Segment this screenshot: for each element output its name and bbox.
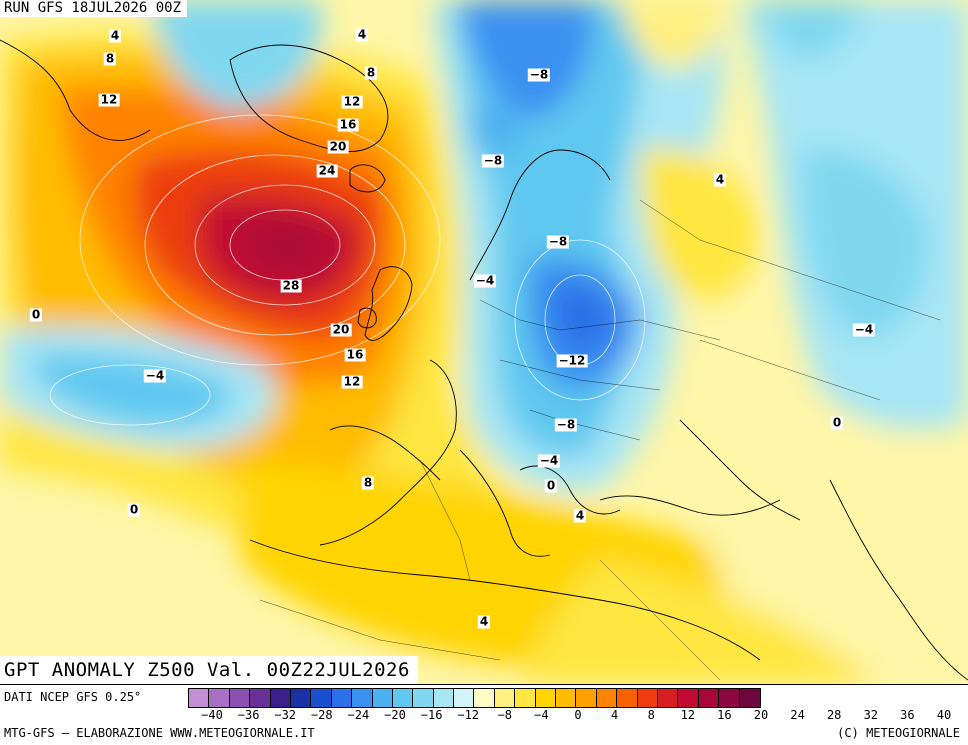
contour-label: −4 [473,273,497,288]
color-swatch [331,689,353,707]
scale-tick: 32 [863,708,879,722]
scale-tick: 4 [610,708,619,722]
scale-tick: −12 [457,708,480,722]
scale-tick: −28 [310,708,333,722]
map-canvas [0,0,968,684]
contour-label: 4 [573,508,587,523]
contour-label: 28 [280,278,302,293]
color-swatch [556,689,577,707]
coastlines [0,39,968,681]
contour-label: 12 [341,374,363,389]
data-source: DATI NCEP GFS 0.25° [4,690,142,704]
scale-tick: −20 [384,708,406,722]
contour-label: 4 [477,614,491,629]
color-swatch [229,689,251,707]
contour-label: −8 [554,417,578,432]
anomaly-map [0,0,968,684]
color-swatch [352,689,373,707]
contour-label: 12 [98,92,120,107]
contour-label: −12 [556,353,588,368]
contour-label: 0 [544,478,558,493]
scale-tick: 40 [936,708,952,722]
contour-label: 8 [103,51,117,66]
color-swatch [637,689,658,707]
contour-label: 20 [327,139,349,154]
contour-label: 16 [344,347,366,362]
color-swatch [698,689,720,707]
contour-label: −8 [527,67,551,82]
scale-tick: 20 [753,708,769,722]
color-scale [188,688,761,708]
color-swatch [739,689,760,707]
contour-label: −8 [546,234,570,249]
contour-label: 4 [108,28,122,43]
contour-label: 12 [341,94,363,109]
scale-tick: 0 [574,708,582,722]
contour-label: 20 [330,322,352,337]
color-swatch [454,689,475,707]
color-swatch [494,689,516,707]
scale-tick: −8 [497,708,513,722]
color-swatch [413,689,434,707]
contour-label: 4 [355,27,369,42]
scale-tick: −4 [534,708,549,722]
contour-label: 0 [127,502,141,517]
color-swatch [515,689,536,707]
color-swatch [576,689,597,707]
scale-tick: −36 [237,708,260,722]
scale-tick: 24 [790,708,805,722]
color-swatch [657,689,679,707]
contour-label: 8 [361,475,375,490]
contour-label: 4 [713,172,727,187]
contour-label: 0 [830,415,844,430]
color-swatch [433,689,455,707]
scale-tick: 8 [647,708,655,722]
copyright: (C) METEOGIORNALE [837,726,960,740]
color-scale-ticks: −40 −36 −32 −28 −24 −20 −16 −12 −8 −4 0 4 8 12 16 20 24 2… [188,708,968,724]
contour-label: 16 [337,117,359,132]
credit-line: MTG-GFS – ELABORAZIONE WWW.METEOGIORNALE… [4,726,315,740]
color-swatch [311,689,332,707]
contour-label: 24 [316,163,338,178]
contour-lines [49,114,646,426]
color-swatch [678,689,699,707]
color-swatch [596,689,618,707]
contour-label: −4 [852,322,876,337]
color-swatch [535,689,557,707]
color-swatch [270,689,291,707]
color-swatch [474,689,495,707]
scale-tick: −32 [274,708,297,722]
color-swatch [372,689,393,707]
color-swatch [617,689,638,707]
color-swatch [189,689,210,707]
color-swatch [250,689,271,707]
map-title: GPT ANOMALY Z500 Val. 00Z22JUL2026 [0,656,418,684]
scale-tick: −40 [201,708,223,722]
scale-tick: 12 [680,708,696,722]
scale-tick: 16 [717,708,732,722]
contour-label: 8 [364,65,378,80]
color-swatch [209,689,230,707]
scale-tick: −16 [420,708,443,722]
color-swatch [719,689,740,707]
scale-tick: 28 [826,708,842,722]
anomaly-field [0,0,968,684]
contour-label: −4 [143,368,167,383]
contour-label: 0 [29,307,43,322]
political-borders [259,199,941,681]
legend-footer: DATI NCEP GFS 0.25° −40 −36 −32 −28 −24 −20 −1… [0,684,968,745]
color-swatch [290,689,312,707]
contour-label: −4 [537,453,561,468]
scale-tick: 36 [900,708,915,722]
run-label: RUN GFS 18JUL2026 00Z [0,0,188,17]
contour-label: −8 [481,153,505,168]
color-swatch [392,689,414,707]
scale-tick: −24 [347,708,370,722]
